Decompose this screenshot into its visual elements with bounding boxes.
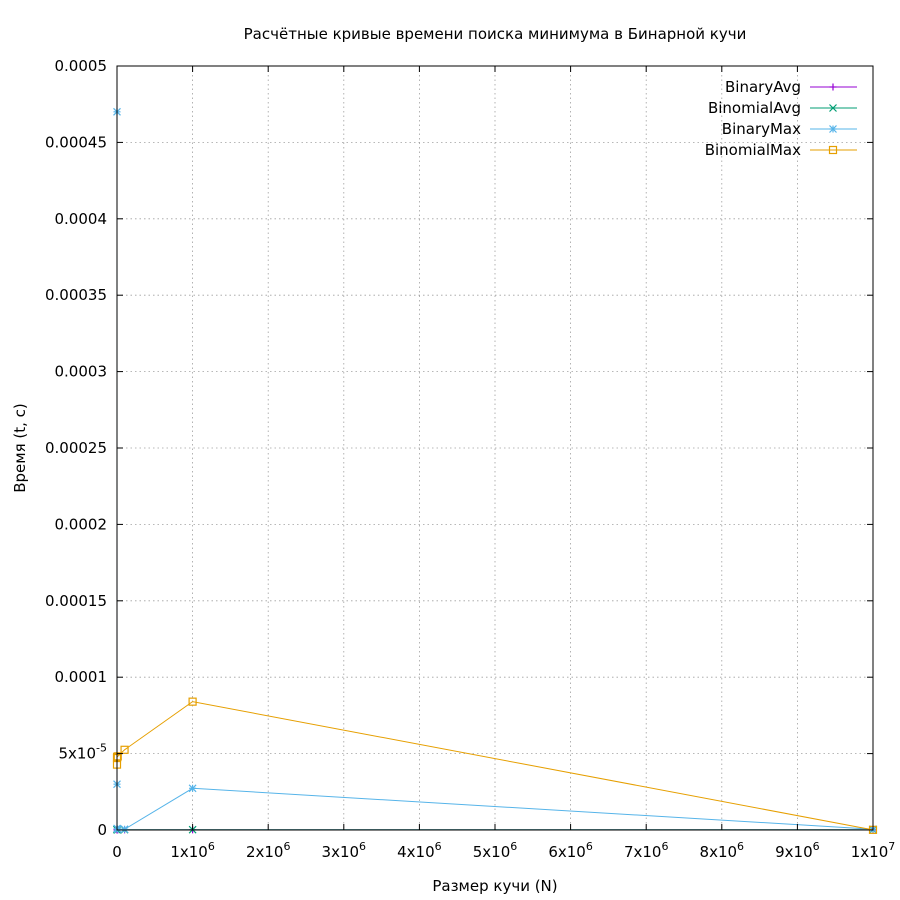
y-tick-label: 0.0004 [55, 210, 108, 228]
y-tick-label: 0.0003 [55, 363, 108, 381]
legend-marker-binomialavg [829, 104, 837, 112]
data-point-binarymax [113, 825, 122, 834]
y-tick-label: 0.00045 [45, 133, 107, 151]
y-tick-label: 0.0005 [55, 57, 108, 75]
legend-marker-binomialmax [828, 145, 838, 155]
data-point-binomialmax [188, 697, 197, 706]
x-tick-label-exponent: 7 [888, 840, 895, 853]
legend-item-binomialavg: BinomialAvg [708, 99, 857, 117]
x-tick-label-exponent: 6 [435, 840, 442, 853]
x-tick-label: 6x106 [548, 840, 593, 861]
x-tick-label-base: 2x10 [246, 843, 284, 861]
y-tick-label-base: 0.00015 [45, 592, 107, 610]
x-tick-label-exponent: 6 [359, 840, 366, 853]
y-axis-label: Время (t, c) [11, 403, 29, 493]
legend-marker-binarymax [829, 125, 837, 133]
x-tick-label: 1x107 [851, 840, 896, 861]
legend-item-binaryavg: BinaryAvg [725, 78, 857, 96]
data-point-binomialmax [113, 752, 122, 761]
x-tick-label-exponent: 6 [208, 840, 215, 853]
y-tick-label: 0.00035 [45, 286, 107, 304]
x-tick-label-base: 8x10 [700, 843, 738, 861]
y-tick-label-exponent: -5 [96, 742, 107, 755]
y-tick-label-base: 0.0004 [55, 210, 108, 228]
legend: BinaryAvg BinomialAvg BinaryMax BinomialMax [705, 78, 857, 159]
x-tick-label-base: 5x10 [473, 843, 511, 861]
y-tick-label: 0.0001 [55, 668, 108, 686]
x-axis-tick-labels: 0 1x106 2x106 3x106 4x106 5x106 6x106 7x106 8x10… [112, 840, 895, 861]
x-tick-label-exponent: 6 [661, 840, 668, 853]
y-tick-label-base: 0.00035 [45, 286, 107, 304]
y-tick-label-base: 0 [97, 821, 107, 839]
x-tick-label-exponent: 6 [737, 840, 744, 853]
legend-marker-binaryavg [829, 83, 837, 91]
x-tick-label-base: 4x10 [397, 843, 435, 861]
data-point-binarymax [188, 784, 197, 793]
x-tick-label: 0 [112, 843, 122, 861]
y-tick-label-base: 0.0002 [55, 515, 108, 533]
y-tick-label: 0 [97, 821, 107, 839]
x-tick-label: 3x106 [322, 840, 367, 861]
legend-label-binomialavg: BinomialAvg [708, 99, 801, 117]
legend-item-binomialmax: BinomialMax [705, 141, 857, 159]
legend-item-binarymax: BinaryMax [722, 120, 857, 138]
x-tick-label: 8x106 [700, 840, 745, 861]
legend-label-binomialmax: BinomialMax [705, 141, 801, 159]
x-tick-label: 7x106 [624, 840, 669, 861]
x-tick-label: 4x106 [397, 840, 442, 861]
x-tick-label-exponent: 6 [283, 840, 290, 853]
x-tick-label-exponent: 6 [813, 840, 820, 853]
chart-title: Расчётные кривые времени поиска минимума… [244, 25, 747, 43]
y-tick-label: 0.00015 [45, 592, 107, 610]
grid-lines [117, 66, 873, 830]
legend-label-binaryavg: BinaryAvg [725, 78, 801, 96]
x-tick-label-base: 6x10 [548, 843, 586, 861]
x-tick-label-base: 9x10 [775, 843, 813, 861]
series-line-binomialmax [116, 701, 874, 831]
y-tick-label: 5x10-5 [59, 742, 107, 763]
y-tick-label-base: 0.0005 [55, 57, 108, 75]
y-tick-label-base: 0.00045 [45, 133, 107, 151]
data-point-binomialmax [120, 745, 129, 754]
series-plot-area [112, 107, 878, 834]
x-tick-label-base: 1x10 [170, 843, 208, 861]
data-point-binarymax [120, 825, 129, 834]
y-tick-label-base: 0.0003 [55, 363, 108, 381]
axis-ticks [116, 65, 874, 831]
x-tick-label-exponent: 6 [586, 840, 593, 853]
x-tick-label: 5x106 [473, 840, 518, 861]
y-tick-label: 0.0002 [55, 515, 108, 533]
y-tick-label-base: 0.0001 [55, 668, 108, 686]
legend-label-binarymax: BinaryMax [722, 120, 801, 138]
x-tick-label-base: 0 [112, 843, 122, 861]
x-tick-label: 1x106 [170, 840, 215, 861]
y-tick-label-base: 0.00025 [45, 439, 107, 457]
x-tick-label: 2x106 [246, 840, 291, 861]
x-axis-label: Размер кучи (N) [432, 877, 557, 895]
y-axis-tick-labels: 0 5x10-5 0.0001 0.00015 0.0002 0.00025 0.0003 0… [45, 57, 107, 839]
y-tick-label: 0.00025 [45, 439, 107, 457]
x-tick-label-base: 1x10 [851, 843, 889, 861]
x-tick-label: 9x106 [775, 840, 820, 861]
x-tick-label-base: 3x10 [322, 843, 360, 861]
y-tick-label-base: 5x10 [59, 745, 97, 763]
x-tick-label-base: 7x10 [624, 843, 662, 861]
x-tick-label-exponent: 6 [510, 840, 517, 853]
